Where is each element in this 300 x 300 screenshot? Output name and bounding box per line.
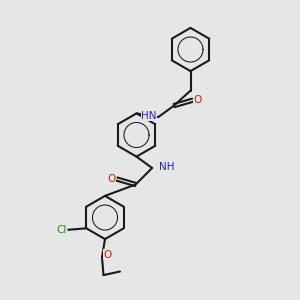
Text: O: O — [103, 250, 112, 260]
Text: NH: NH — [159, 161, 174, 172]
Text: O: O — [194, 95, 202, 105]
Text: HN: HN — [141, 110, 157, 121]
Text: Cl: Cl — [56, 225, 67, 235]
Text: O: O — [107, 174, 116, 184]
